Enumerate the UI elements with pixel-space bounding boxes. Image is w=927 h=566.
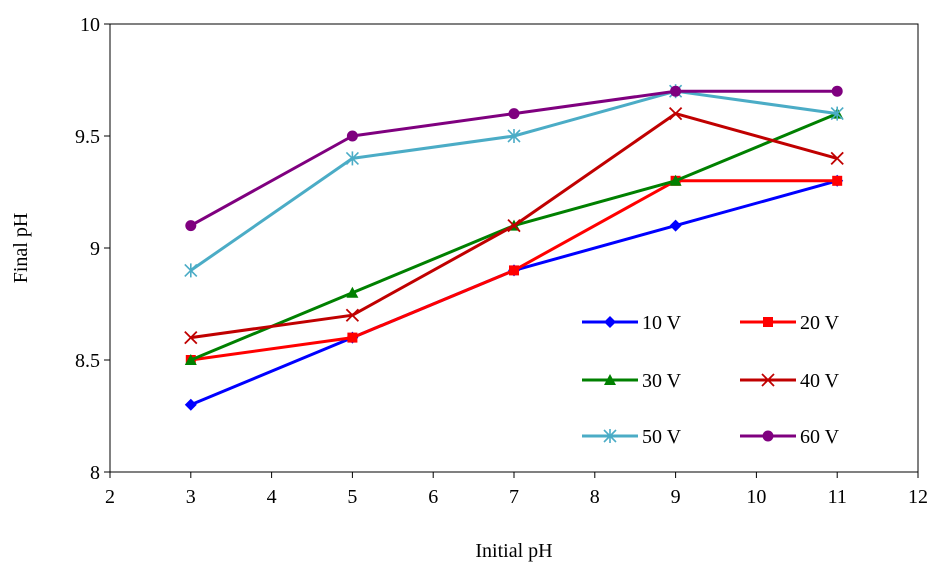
data-point-50-v	[184, 263, 198, 278]
legend-label: 50 V	[642, 426, 682, 448]
axes: 2 3 4 5 6 7 8 9 10 11 12 8 8.5 9 9.5 10	[75, 14, 927, 508]
y-tick-label: 10	[80, 14, 100, 36]
y-tick-label: 9.5	[75, 126, 100, 148]
legend-marker	[603, 429, 617, 443]
x-tick-label: 8	[590, 486, 600, 508]
series-40-v	[184, 106, 844, 345]
legend-marker	[604, 316, 616, 328]
data-point-60-v	[508, 108, 520, 120]
y-tick-label: 9	[90, 238, 100, 260]
marker-stroke	[345, 308, 360, 322]
y-tick-label: 8	[90, 462, 100, 484]
marker-stroke	[830, 151, 844, 166]
data-point-30-v	[669, 174, 682, 186]
legend-item-60-v: 60 V	[740, 426, 840, 448]
y-tick-label: 8.5	[75, 350, 100, 372]
plot-area-frame	[109, 23, 919, 473]
marker-stroke	[761, 373, 775, 387]
data-point-10-v	[669, 219, 682, 232]
data-point-60-v	[185, 220, 197, 232]
x-tick-label: 11	[828, 486, 847, 508]
data-point-40-v	[830, 151, 844, 166]
marker-stroke	[184, 330, 198, 345]
marker-stroke	[507, 218, 521, 233]
legend-label: 40 V	[800, 370, 840, 392]
legend-item-50-v: 50 V	[582, 426, 682, 448]
x-tick-label: 10	[746, 486, 766, 508]
marker-stroke	[668, 106, 683, 121]
x-tick-label: 4	[267, 486, 277, 508]
data-point-50-v	[345, 151, 359, 166]
legend-label: 60 V	[800, 426, 840, 448]
data-point-10-v	[184, 398, 197, 411]
series-60-v	[185, 85, 843, 232]
x-tick-label: 5	[347, 486, 357, 508]
legend-item-20-v: 20 V	[740, 312, 840, 334]
legend-label: 30 V	[642, 370, 682, 392]
x-tick-label: 6	[428, 486, 438, 508]
legend-label: 20 V	[800, 312, 840, 334]
x-tick-label: 7	[509, 486, 519, 508]
x-tick-label: 9	[671, 486, 681, 508]
data-point-40-v	[668, 106, 683, 121]
x-tick-label: 2	[105, 486, 115, 508]
x-tick-label: 12	[908, 486, 927, 508]
series-50-v	[184, 84, 844, 278]
data-point-30-v	[346, 286, 359, 298]
data-point-40-v	[507, 218, 521, 233]
legend-item-10-v: 10 V	[582, 312, 682, 334]
series-layer	[184, 84, 844, 411]
x-axis-label: Initial pH	[475, 540, 552, 562]
legend: 10 V 20 V 30 V 40 V 50 V 60 V	[582, 312, 840, 448]
data-point-30-v	[184, 354, 197, 365]
data-point-40-v	[184, 330, 198, 345]
x-tick-label: 3	[186, 486, 196, 508]
legend-marker	[763, 317, 773, 327]
data-point-20-v	[832, 175, 843, 186]
legend-marker	[604, 374, 616, 385]
data-point-20-v	[509, 265, 519, 276]
data-point-20-v	[347, 332, 358, 343]
y-axis-label: Final pH	[10, 213, 32, 284]
legend-marker	[762, 430, 774, 442]
data-point-40-v	[345, 308, 360, 322]
legend-item-30-v: 30 V	[582, 370, 682, 392]
data-point-60-v	[346, 130, 358, 142]
legend-label: 10 V	[642, 312, 682, 334]
data-point-60-v	[670, 85, 682, 97]
data-point-60-v	[831, 85, 843, 97]
legend-item-40-v: 40 V	[740, 370, 840, 392]
data-point-50-v	[507, 129, 521, 143]
legend-marker	[761, 373, 775, 387]
data-point-50-v	[830, 106, 844, 121]
